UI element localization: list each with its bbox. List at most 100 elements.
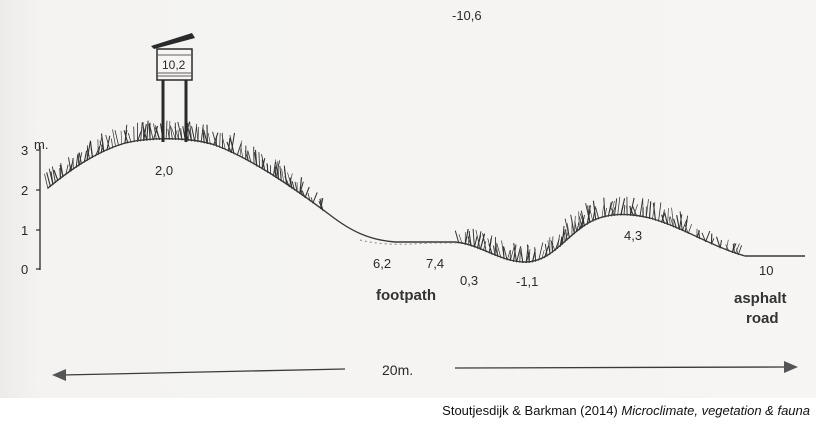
grass-blade [734,243,740,255]
grass-blade [503,246,508,261]
grass-blade [570,214,575,235]
grass-blade [280,171,282,182]
grass-blade [579,216,583,229]
grass-blade [75,154,79,168]
grass-blade [72,158,74,170]
grass-blade [291,180,295,191]
grass-blade [294,181,298,193]
top-value: -10,6 [452,8,482,23]
grass-blade [576,221,580,233]
grass-blade [475,229,481,250]
grass-blade [239,140,243,158]
grass-blade [617,196,621,216]
grass-blade [658,202,662,222]
grass-blade [46,172,52,188]
grass-blade [585,203,591,224]
footpath-value-2: 7,4 [426,256,444,271]
terrain-profile-diagram: 3 2 1 0 m. 10,2 -10,6 2,0 6,2 7,4 0,3 [21,8,805,381]
screen-value: 10,2 [162,58,186,72]
grass-blade [227,137,231,152]
terrain-line [47,138,805,263]
grass-blade [127,132,132,143]
grass-blade [565,229,568,241]
grass-blade [299,181,304,195]
grass-blade [588,205,594,222]
grass-blade [610,206,616,217]
grass-blade [464,228,469,245]
grass-blade [550,240,556,252]
grass-blade [78,152,83,165]
grass-blade [592,200,597,221]
distance-label: 20m. [382,362,413,378]
grass-blade [258,152,261,168]
figure-caption: Stoutjesdijk & Barkman (2014) Microclima… [442,403,810,418]
grass-blade [142,122,145,141]
grass-blade [467,236,472,247]
grass-blade [652,202,656,220]
grass-blade [123,130,129,144]
grass-blade [559,236,563,247]
grass-blade [111,138,114,149]
grass-blade [737,245,743,256]
grass-blade [289,177,293,189]
hollow-value-1: 0,3 [460,273,478,288]
grass-blade [94,146,101,157]
grass-blade [623,204,626,216]
grass-blade [482,234,487,253]
grass-blade [482,241,487,252]
grass-blade [284,176,290,188]
grass-blade [229,138,235,155]
grass-blade [684,223,689,234]
grass-blade [652,202,657,221]
grass-blade [661,214,666,224]
grass-blade [494,236,497,256]
grass-blade [601,205,604,219]
arrowhead-right-icon [784,361,798,373]
grass-blade [701,232,707,242]
grass-blade [244,150,249,162]
grass-blade [687,223,692,234]
grass-blade [509,247,515,262]
footpath-surface [359,239,460,245]
grass-blade [275,161,280,180]
grass-blade [678,214,683,230]
grass-blade [100,133,105,153]
grass-blade [136,131,142,142]
grass-blade [458,234,463,245]
grass-blade [516,246,522,263]
grass-blade [629,205,635,217]
grass-blade [120,130,123,146]
grass-blade [300,189,303,196]
grass-blade [174,126,180,141]
road-label: road [746,310,779,327]
grass-blade [544,243,548,257]
grass-blade [610,200,615,217]
caption-authors: Stoutjesdijk & Barkman (2014) [442,403,618,418]
grass-blade [168,120,171,140]
grass-blade [240,148,244,159]
grass-blade [203,129,208,145]
grass-blade [631,205,638,217]
grass-blade [454,230,460,244]
grass-blade [664,212,669,226]
grass-blade [142,126,148,141]
grass-blade [202,132,205,144]
grass-blade [140,122,143,142]
grass-blade [506,250,511,261]
grass-blade [86,141,91,162]
grass-blade [574,221,578,233]
thermometer-screen: 10,2 [151,33,195,142]
grass-blade [566,223,570,239]
grass-blade [266,163,269,173]
hilltop-value: 2,0 [155,163,173,178]
grass-blade [705,230,711,242]
grass-blade [684,215,689,233]
grass-blade [473,236,478,248]
grass-blade [732,243,736,254]
grass-blade [219,132,221,148]
grass-blade [681,219,688,232]
grass-blade [679,211,683,232]
grass-blade [59,167,61,180]
grass-blade [165,120,168,140]
grass-blade [487,238,493,255]
